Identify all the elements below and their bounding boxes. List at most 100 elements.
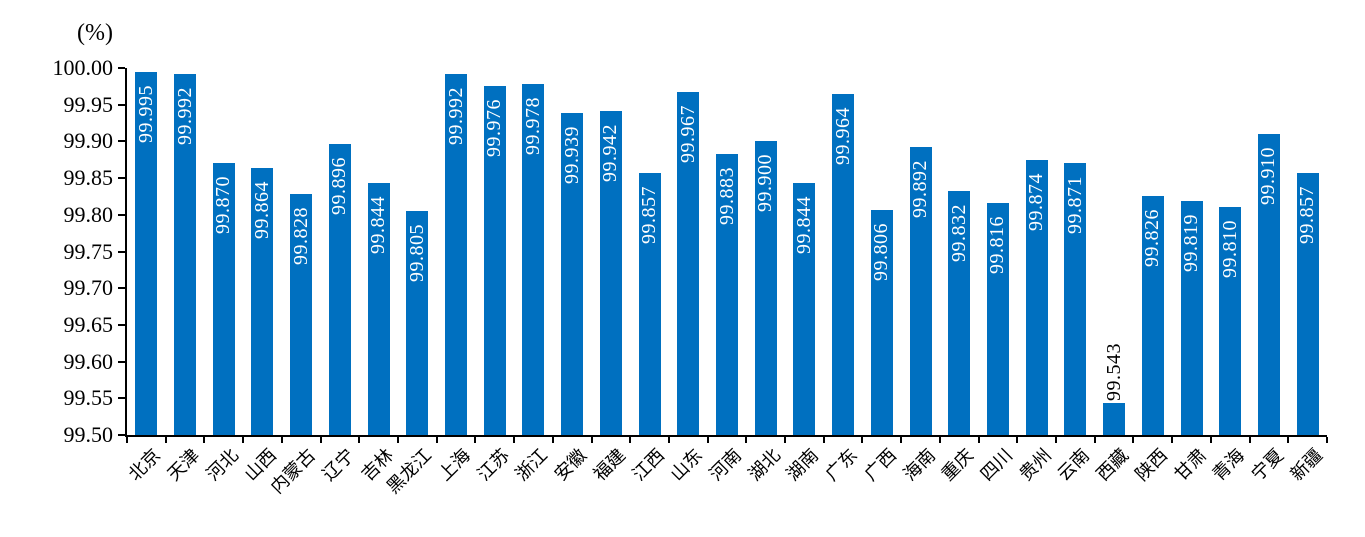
- bar-value-label: 99.810: [1218, 220, 1242, 278]
- x-axis-tick: [706, 437, 709, 443]
- bar: [1219, 207, 1242, 435]
- y-axis-tick: [118, 250, 125, 253]
- bar: [445, 73, 468, 435]
- bar-value-label: 99.892: [909, 160, 933, 218]
- x-axis-tick: [280, 437, 283, 443]
- bar: [367, 182, 390, 435]
- x-axis-tick: [900, 437, 903, 443]
- y-axis-tick: [118, 360, 125, 363]
- bar-value-label: 99.805: [405, 224, 429, 282]
- y-tick-label: 99.70: [63, 275, 114, 301]
- bar-value-label: 99.967: [676, 105, 700, 163]
- y-tick-label: 99.55: [63, 385, 114, 411]
- y-axis-tick: [118, 287, 125, 290]
- bar-value-text: 99.896: [328, 157, 351, 216]
- y-axis-tick: [118, 397, 125, 400]
- y-axis-tick: [118, 67, 125, 69]
- y-tick-label: 99.75: [63, 238, 114, 264]
- x-axis-tick: [435, 437, 438, 443]
- bar-value-text: 99.844: [367, 195, 390, 254]
- bar: [483, 85, 506, 435]
- bar: [1296, 172, 1319, 435]
- x-axis-tick: [203, 437, 206, 443]
- x-axis-tick: [1055, 437, 1058, 443]
- bar: [793, 182, 816, 435]
- bar-value-label: 99.964: [831, 107, 855, 165]
- bar-value-label: 99.828: [289, 207, 313, 265]
- x-axis-tick: [358, 437, 361, 443]
- y-axis-line: [125, 68, 127, 437]
- bar-value-text: 99.967: [676, 105, 699, 164]
- x-axis-tick: [745, 437, 748, 443]
- bar-value-label: 99.857: [638, 186, 662, 244]
- y-tick-label: 99.85: [63, 165, 114, 191]
- bar: [251, 167, 274, 435]
- bar-value-text: 99.992: [173, 86, 196, 145]
- y-tick-label: 99.60: [63, 348, 114, 374]
- bar-value-label: 99.939: [560, 126, 584, 184]
- x-axis-tick: [938, 437, 941, 443]
- bar-value-label: 99.992: [444, 87, 468, 145]
- x-axis-tick: [242, 437, 245, 443]
- bar: [406, 211, 429, 435]
- bar-value-label: 99.896: [328, 157, 352, 215]
- x-axis-tick: [1132, 437, 1135, 443]
- bar: [1103, 403, 1126, 435]
- x-axis-tick: [396, 437, 399, 443]
- bar: [174, 73, 197, 435]
- bar: [948, 191, 971, 435]
- bar-value-text: 99.900: [754, 154, 777, 213]
- x-axis-tick: [1171, 437, 1174, 443]
- bar: [638, 172, 661, 435]
- bar-value-text: 99.992: [444, 86, 467, 145]
- x-axis-line: [125, 435, 1327, 437]
- y-tick-label: 99.65: [63, 311, 114, 337]
- bar: [135, 71, 158, 435]
- bar: [986, 203, 1009, 435]
- bar-value-label: 99.826: [1141, 209, 1165, 267]
- bar-value-text: 99.857: [1296, 185, 1319, 244]
- x-axis-tick: [319, 437, 322, 443]
- bar-value-text: 99.995: [134, 84, 157, 143]
- bar: [522, 84, 545, 435]
- y-axis-tick: [118, 177, 125, 180]
- bar-value-text: 99.883: [715, 166, 738, 225]
- y-axis-tick: [118, 140, 125, 143]
- bar-value-label: 99.883: [715, 167, 739, 225]
- bar: [909, 147, 932, 435]
- x-axis-tick: [126, 437, 128, 443]
- bar-value-label: 99.976: [483, 99, 507, 157]
- bar-value-text: 99.939: [560, 125, 583, 184]
- bar-value-label: 99.995: [134, 85, 158, 143]
- x-axis-tick: [474, 437, 477, 443]
- bar-value-label: 99.874: [1025, 173, 1049, 231]
- bar: [290, 194, 313, 435]
- bar-value-text: 99.976: [483, 98, 506, 157]
- y-axis-tick: [118, 103, 125, 106]
- bar-value-label: 99.871: [1063, 176, 1087, 234]
- bar-chart: (%) 100.00 99.95 99.90 99.85 99.80 99.75 99.70…: [53, 20, 1328, 497]
- bar-value-label: 99.910: [1257, 147, 1281, 205]
- bar: [1180, 200, 1203, 435]
- y-axis-tick: [118, 434, 125, 436]
- bar-value-text: 99.805: [405, 224, 428, 283]
- bar-value-text: 99.870: [212, 176, 235, 235]
- x-axis-tick: [164, 437, 167, 443]
- bar: [1141, 195, 1164, 435]
- bar: [328, 144, 351, 435]
- bar-value-text: 99.892: [909, 160, 932, 219]
- bar-value-text: 99.832: [947, 204, 970, 263]
- bar: [870, 210, 893, 435]
- y-tick-label: 99.95: [63, 91, 114, 117]
- bar-value-label: 99.844: [792, 196, 816, 254]
- bar: [212, 163, 235, 435]
- bar-value-label: 99.819: [1180, 214, 1204, 272]
- bar-value-label: 99.870: [212, 176, 236, 234]
- bar-value-text: 99.910: [1257, 147, 1280, 206]
- bar-value-label: 99.844: [367, 196, 391, 254]
- bar-value-label: 99.900: [754, 154, 778, 212]
- bar-value-text: 99.819: [1180, 213, 1203, 272]
- bar-value-text: 99.844: [792, 195, 815, 254]
- y-axis-unit-label: (%): [77, 20, 113, 46]
- bar-value-text: 99.874: [1025, 173, 1048, 232]
